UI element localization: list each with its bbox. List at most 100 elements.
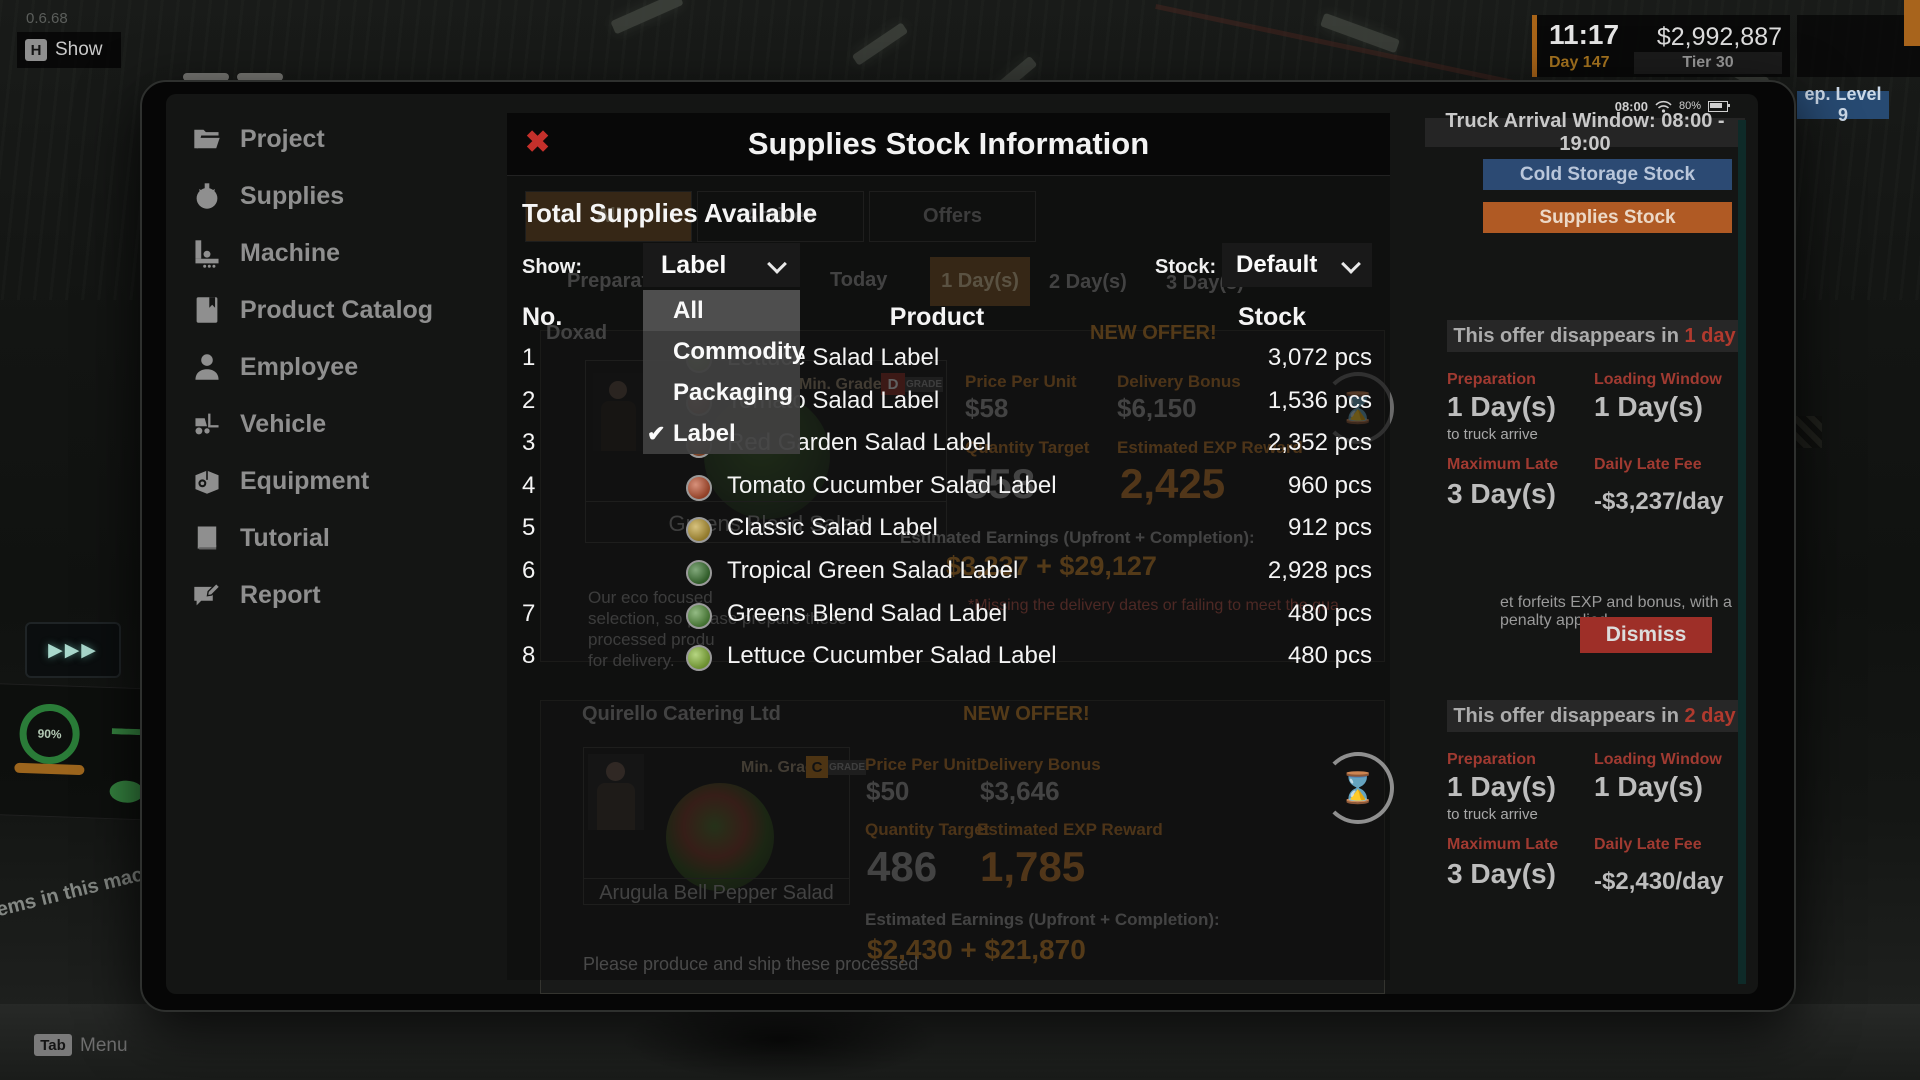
expiry-value: 2 day [1684,704,1736,727]
row-number: 4 [522,472,536,499]
sidebar-item-product-catalog[interactable]: Product Catalog [166,292,526,328]
wifi-icon [1655,100,1672,113]
row-number: 7 [522,600,536,627]
expiry-value: 1 day [1684,324,1736,347]
load-value: 1 Day(s) [1594,771,1703,802]
fee-label: Daily Late Fee [1594,836,1702,853]
sidebar-item-equipment[interactable]: Equipment [166,463,526,499]
page-scrollbar[interactable] [1738,120,1746,984]
dropdown-option-packaging[interactable]: Packaging [673,378,794,406]
tablet-top-button [183,73,229,81]
sidebar-item-vehicle[interactable]: Vehicle [166,406,526,442]
money-amount: $2,992,887 [1656,23,1782,51]
sidebar-item-project[interactable]: Project [166,121,526,157]
machine-gauge: 90% [18,702,81,765]
factory-floor [0,1004,1920,1080]
row-product: Tropical Green Salad Label [727,557,1019,584]
row-stock: 3,072 pcs [1267,344,1372,371]
game-time: 11:17 [1549,19,1620,50]
sidebar-item-supplies[interactable]: Supplies [166,178,526,214]
modal-title: Supplies Stock Information [747,126,1150,161]
row-number: 3 [522,429,536,456]
row-number: 2 [522,387,536,414]
table-row: 3 Red Garden Salad Label 2,352 pcs [507,429,1390,463]
row-number: 8 [522,642,536,669]
dropdown-option-label[interactable]: ✔ Label [643,413,800,454]
rep-level-badge: ep. Level 9 [1797,84,1889,125]
status-time: 08:00 [1614,98,1648,114]
hotkey-h-badge: H [25,39,47,61]
sidebar-item-employee[interactable]: Employee [166,349,526,385]
late-label: Maximum Late [1447,456,1559,473]
offer2-delivery-panel: This offer disappears in 2 day Preparati… [1447,700,1742,910]
version-label: 0.6.68 [26,10,68,27]
row-stock: 2,352 pcs [1267,429,1372,456]
report-bubble-pencil-icon [194,582,221,606]
prep-label: Preparation [1447,751,1536,768]
tomato-icon [196,183,218,209]
tutorial-book-icon [197,526,217,550]
battery-percent: 80% [1678,100,1701,112]
machine-icon [195,240,219,268]
show-button-label: Show [55,39,103,60]
load-value: 1 Day(s) [1594,391,1703,422]
sidebar-item-tutorial[interactable]: Tutorial [166,520,526,556]
character-shadow [620,1000,940,1080]
table-row: 1 Lettuce Salad Label 3,072 pcs [507,344,1390,378]
menu-hint[interactable]: Tab Menu [34,1032,174,1060]
folder-icon [194,129,220,149]
stock-filter-select[interactable]: Default [1222,243,1372,287]
expiry-text: This offer disappears in [1453,324,1679,347]
row-stock: 480 pcs [1287,600,1372,627]
row-stock: 960 pcs [1287,472,1372,499]
late-value: 3 Day(s) [1447,858,1556,889]
prep-value: 1 Day(s) [1447,391,1556,422]
hotkey-tab-badge: Tab [34,1034,72,1056]
prep-label: Preparation [1447,371,1536,388]
row-product: Tomato Cucumber Salad Label [727,472,1057,499]
sidebar-label: Report [240,580,321,609]
catalog-book-icon [196,297,218,323]
dismiss-button[interactable]: Dismiss [1580,617,1712,653]
sidebar-label: Employee [240,352,359,381]
offer1-delivery-panel: This offer disappears in 1 day Preparati… [1447,320,1742,530]
sidebar-label: Equipment [240,466,370,495]
column-header-product: Product [889,303,985,331]
label-icon [686,560,712,586]
prep-value: 1 Day(s) [1447,771,1556,802]
sidebar-item-report[interactable]: Report [166,577,526,613]
tablet-screen: 08:00 80% Project Supplies [166,94,1758,994]
row-number: 1 [522,344,536,371]
row-product: Lettuce Cucumber Salad Label [727,642,1057,669]
show-filter-value: Label [661,250,727,279]
load-label: Loading Window [1594,751,1722,768]
sidebar-label: Project [240,124,325,153]
modal-header: ✖ Supplies Stock Information [507,113,1390,176]
sidebar-item-machine[interactable]: Machine [166,235,526,271]
prep-sub: to truck arrive [1447,426,1538,443]
chevron-down-icon [767,254,787,274]
row-number: 5 [522,514,536,541]
show-button[interactable]: H Show [17,32,121,68]
dropdown-option-all[interactable]: All [643,290,800,331]
row-number: 6 [522,557,536,584]
show-filter-dropdown: All Commodity Packaging ✔ Label [643,290,805,454]
machine-status-dot [109,780,145,804]
column-header-no: No. [522,303,563,331]
cold-storage-stock-button[interactable]: Cold Storage Stock [1483,159,1732,190]
truck-arrival-window: Truck Arrival Window: 08:00 - 19:00 [1425,110,1745,155]
sidebar-label: Machine [240,238,341,267]
battery-icon [1708,100,1730,112]
table-row: 7 Greens Blend Salad Label 480 pcs [507,600,1390,634]
close-icon[interactable]: ✖ [525,126,551,159]
dropdown-option-commodity[interactable]: Commodity [673,337,805,365]
equipment-box-icon [195,470,219,494]
supplies-stock-button[interactable]: Supplies Stock [1483,202,1732,233]
hourglass-timer-icon: ⌛ [1322,752,1394,824]
label-icon [686,475,712,501]
label-icon [686,645,712,671]
chevron-down-icon [1341,254,1361,274]
fast-forward-sign: ▶▶▶ [25,622,121,678]
tier-badge[interactable]: Tier 30 [1634,52,1782,74]
show-filter-select[interactable]: Label [643,243,800,287]
